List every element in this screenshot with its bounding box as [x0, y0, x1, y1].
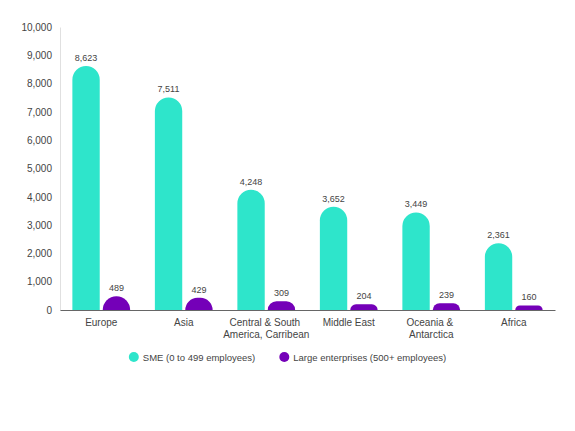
y-tick-label: 7,000: [27, 107, 52, 118]
legend: SME (0 to 499 employees) Large enterprise…: [129, 352, 446, 363]
data-label: 3,652: [322, 194, 345, 204]
data-label: 2,361: [487, 230, 510, 240]
x-tick-label: Central & South America, Carribean: [223, 317, 309, 340]
bar: [515, 305, 542, 310]
y-tick: 6,000: [27, 135, 60, 146]
bar: [155, 97, 182, 310]
y-tick-label: 1,000: [27, 276, 52, 287]
legend-item: Large enterprises (500+ employees): [279, 352, 446, 363]
x-tick: Europe: [85, 310, 118, 328]
legend-label: Large enterprises (500+ employees): [293, 352, 446, 363]
x-tick-label-line: America, Carribean: [223, 329, 309, 340]
data-label: 4,248: [240, 177, 263, 187]
x-tick: Oceania & Antarctica: [407, 310, 456, 340]
y-tick: 2,000: [27, 248, 60, 259]
y-tick-label: 9,000: [27, 50, 52, 61]
y-tick-label: 10,000: [21, 22, 52, 33]
plot: 0 1,000 2,000 3,000 4,000 5,000 6,000 7,000 8,00…: [21, 22, 555, 340]
y-tick-label: 5,000: [27, 163, 52, 174]
data-label: 7,511: [158, 84, 180, 94]
y-tick: 7,000: [27, 107, 60, 118]
data-label: 8,623: [75, 53, 98, 63]
bar: [185, 298, 212, 310]
x-tick-label: Africa: [501, 317, 527, 328]
x-tick-label-line: Central & South: [230, 317, 303, 328]
data-label: 160: [521, 292, 536, 302]
x-tick: Central & South America, Carribean: [223, 310, 309, 340]
bar: [103, 296, 130, 310]
x-tick: Middle East: [323, 310, 375, 328]
data-label: 489: [109, 283, 124, 293]
y-tick-label: 6,000: [27, 135, 52, 146]
x-tick-label-line: Oceania &: [407, 317, 456, 328]
chart: 0 1,000 2,000 3,000 4,000 5,000 6,000 7,000 8,00…: [0, 0, 575, 431]
x-tick: Asia: [174, 310, 194, 328]
data-labels: 8,623 7,511 4,248 3,652 3,449 2,361 489 429 309 2…: [75, 53, 537, 303]
data-label: 204: [356, 291, 371, 301]
data-label: 239: [439, 290, 454, 300]
x-tick: Africa: [501, 310, 527, 328]
data-label: 309: [274, 288, 289, 298]
bar: [350, 304, 377, 310]
legend-label: SME (0 to 499 employees): [143, 352, 255, 363]
x-tick-label: Europe: [85, 317, 118, 328]
bar: [268, 301, 295, 310]
x-axis-line: [61, 310, 556, 311]
y-tick: 8,000: [27, 78, 60, 89]
data-label: 3,449: [405, 199, 428, 209]
x-tick-label: Oceania & Antarctica: [407, 317, 456, 340]
bars: [72, 66, 542, 310]
y-tick: 9,000: [27, 50, 60, 61]
bar: [433, 303, 460, 310]
bar: [485, 243, 512, 310]
x-tick-label: Middle East: [323, 317, 375, 328]
y-tick-label: 3,000: [27, 220, 52, 231]
bar: [320, 207, 347, 310]
y-tick-label: 2,000: [27, 248, 52, 259]
y-tick: 10,000: [21, 22, 60, 33]
y-tick: 5,000: [27, 163, 60, 174]
y-axis-line: [60, 28, 61, 311]
legend-item: SME (0 to 499 employees): [129, 352, 255, 363]
y-axis: 0 1,000 2,000 3,000 4,000 5,000 6,000 7,000 8,00…: [21, 22, 60, 316]
y-tick-label: 0: [46, 305, 52, 316]
y-tick: 4,000: [27, 192, 60, 203]
x-axis: Europe Asia Central & South America, Carri…: [61, 310, 556, 340]
y-tick: 1,000: [27, 276, 60, 287]
data-label: 429: [191, 285, 206, 295]
y-tick-label: 4,000: [27, 192, 52, 203]
bar: [237, 190, 264, 310]
y-tick: 3,000: [27, 220, 60, 231]
legend-marker: [129, 352, 139, 362]
y-tick-label: 8,000: [27, 78, 52, 89]
bar: [72, 66, 99, 310]
bar: [402, 212, 429, 310]
x-tick-label: Asia: [174, 317, 194, 328]
x-tick-label-line: Antarctica: [409, 329, 454, 340]
legend-marker: [279, 352, 289, 362]
y-tick: 0: [46, 305, 60, 316]
